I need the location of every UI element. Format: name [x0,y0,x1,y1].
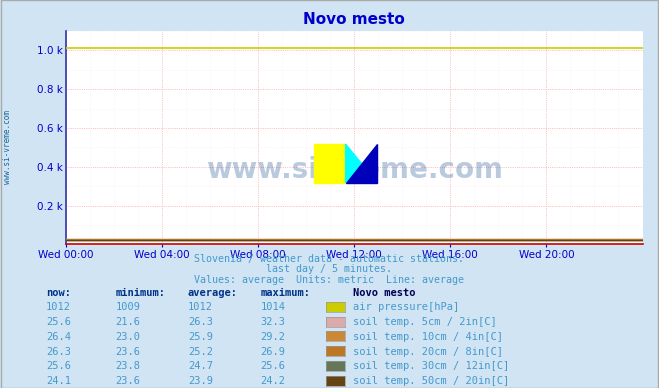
Text: Novo mesto: Novo mesto [353,288,415,298]
Text: 1012: 1012 [46,302,71,312]
Text: 29.2: 29.2 [260,332,285,342]
Text: Slovenia / weather data - automatic stations.: Slovenia / weather data - automatic stat… [194,254,465,264]
Text: maximum:: maximum: [260,288,310,298]
Text: Values: average  Units: metric  Line: average: Values: average Units: metric Line: aver… [194,275,465,285]
Text: 25.6: 25.6 [46,317,71,327]
Text: 26.3: 26.3 [46,346,71,357]
Text: 1009: 1009 [115,302,140,312]
Text: 25.6: 25.6 [46,361,71,371]
Text: soil temp. 30cm / 12in[C]: soil temp. 30cm / 12in[C] [353,361,509,371]
Text: 24.1: 24.1 [46,376,71,386]
Text: soil temp. 5cm / 2in[C]: soil temp. 5cm / 2in[C] [353,317,496,327]
Text: www.si-vreme.com: www.si-vreme.com [206,156,503,184]
Text: 23.9: 23.9 [188,376,213,386]
Text: soil temp. 10cm / 4in[C]: soil temp. 10cm / 4in[C] [353,332,503,342]
Text: www.si-vreme.com: www.si-vreme.com [3,111,13,184]
Text: 1012: 1012 [188,302,213,312]
Text: average:: average: [188,288,238,298]
Polygon shape [345,144,378,182]
Text: 25.6: 25.6 [260,361,285,371]
Text: 23.6: 23.6 [115,376,140,386]
Text: 32.3: 32.3 [260,317,285,327]
Text: soil temp. 50cm / 20in[C]: soil temp. 50cm / 20in[C] [353,376,509,386]
Title: Novo mesto: Novo mesto [303,12,405,27]
Text: 23.8: 23.8 [115,361,140,371]
Text: 25.2: 25.2 [188,346,213,357]
Text: last day / 5 minutes.: last day / 5 minutes. [266,264,393,274]
Text: 23.6: 23.6 [115,346,140,357]
Bar [314,144,345,182]
Text: 24.2: 24.2 [260,376,285,386]
Text: 24.7: 24.7 [188,361,213,371]
Text: 1014: 1014 [260,302,285,312]
Polygon shape [345,144,378,182]
Text: 21.6: 21.6 [115,317,140,327]
Text: 23.0: 23.0 [115,332,140,342]
Text: 26.9: 26.9 [260,346,285,357]
Text: soil temp. 20cm / 8in[C]: soil temp. 20cm / 8in[C] [353,346,503,357]
Text: minimum:: minimum: [115,288,165,298]
Text: 26.3: 26.3 [188,317,213,327]
Text: 26.4: 26.4 [46,332,71,342]
Text: air pressure[hPa]: air pressure[hPa] [353,302,459,312]
Text: now:: now: [46,288,71,298]
Text: 25.9: 25.9 [188,332,213,342]
